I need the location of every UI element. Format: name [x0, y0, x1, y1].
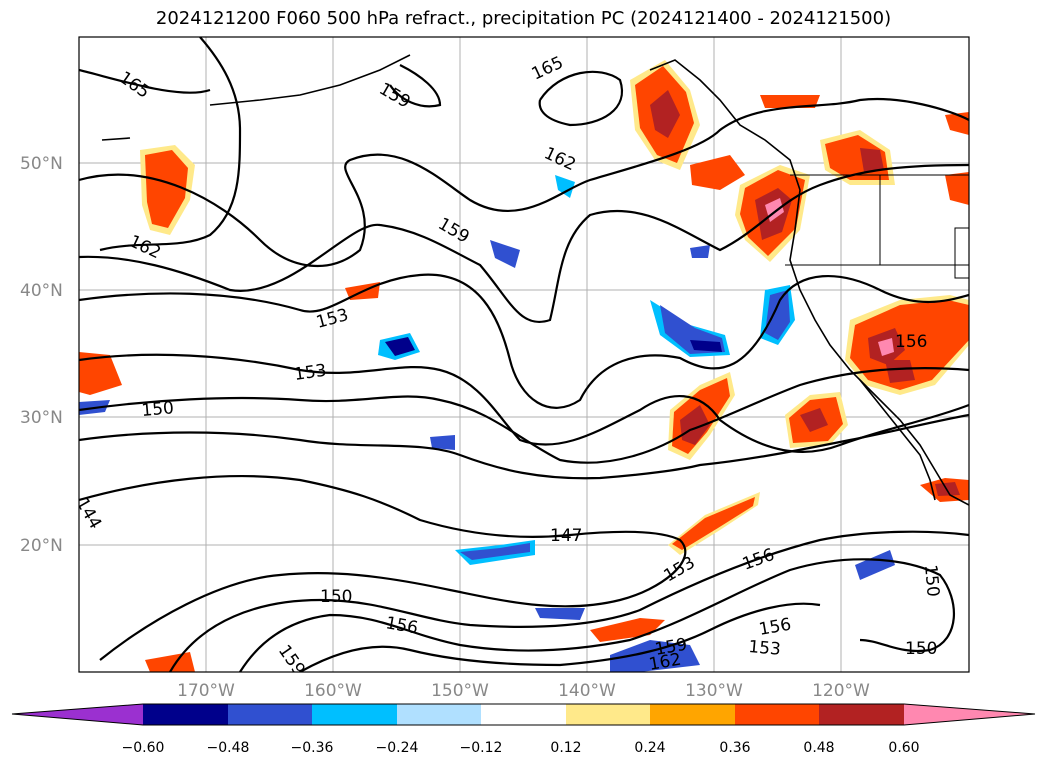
colorbar-segment [143, 704, 228, 725]
colorbar-segment [735, 704, 819, 725]
precip-blob-northeast [690, 95, 969, 205]
contour-label: 156 [895, 332, 927, 352]
colorbar-segment [650, 704, 735, 725]
precip-negative-areas [79, 175, 895, 672]
contour-label: 150 [141, 398, 175, 421]
colorbar-tick-label: 0.36 [719, 740, 750, 756]
precip-blob-tropical-band [79, 282, 760, 672]
map-panel [79, 37, 969, 672]
contour-label: 162 [647, 650, 682, 675]
lon-label: 130°W [685, 681, 743, 701]
colorbar-tick-label: −0.60 [122, 740, 165, 756]
colorbar-segment [397, 704, 481, 725]
lat-label: 50°N [20, 154, 63, 174]
colorbar-segment [566, 704, 650, 725]
precip-blob-gulf-alaska [630, 60, 700, 170]
colorbar-segment [312, 704, 397, 725]
precip-blob-neg-central [650, 300, 730, 357]
precip-blob-bc-coast [820, 130, 895, 185]
colorbar-segment [12, 704, 143, 725]
contour-label: 153 [748, 637, 782, 660]
latitude-labels: 50°N 40°N 30°N 20°N [20, 154, 63, 556]
precip-blob-neg-south [455, 540, 895, 672]
precip-blob-baja [920, 478, 969, 502]
lat-label: 40°N [20, 281, 63, 301]
precip-positive-areas [79, 60, 969, 672]
lon-label: 160°W [304, 681, 362, 701]
lat-label: 30°N [20, 408, 63, 428]
colorbar-tick-label: 0.48 [803, 740, 834, 756]
contour-label: 150 [920, 564, 943, 598]
colorbar-tick-label: −0.24 [376, 740, 419, 756]
colorbar-tick-label: 0.12 [550, 740, 581, 756]
lon-label: 150°W [431, 681, 489, 701]
map-frame [78, 36, 970, 673]
lon-label: 170°W [177, 681, 235, 701]
borders [785, 174, 969, 279]
contour-label: 153 [293, 361, 328, 385]
colorbar-tick-label: −0.36 [291, 740, 334, 756]
colorbar-outline [11, 703, 1036, 726]
lon-label: 140°W [558, 681, 616, 701]
contour-label: 147 [550, 526, 582, 546]
precip-blob-alaska-west [140, 145, 195, 235]
precip-blob-neg-west [378, 333, 420, 360]
contour-label: 150 [905, 639, 937, 659]
colorbar-ticks: −0.60 −0.48 −0.36 −0.24 −0.12 0.12 0.24 … [122, 740, 920, 756]
colorbar-segment [904, 704, 1035, 725]
colorbar-tick-label: 0.24 [634, 740, 665, 756]
colorbar: −0.60 −0.48 −0.36 −0.24 −0.12 0.12 0.24 … [11, 703, 1036, 756]
colorbar-tick-label: −0.12 [460, 740, 503, 756]
precip-blob-neg-coast [760, 285, 795, 345]
precip-blob-offshore-baja [785, 392, 848, 448]
colorbar-tick-label: 0.60 [888, 740, 919, 756]
refractivity-contours [79, 37, 969, 672]
lat-label: 20°N [20, 536, 63, 556]
precip-blob-central-pacific [668, 372, 735, 460]
colorbar-segment [228, 704, 312, 725]
colorbar-segment [819, 704, 904, 725]
lon-label: 120°W [812, 681, 870, 701]
map-title: 2024121200 F060 500 hPa refract., precip… [155, 8, 892, 29]
longitude-labels: 170°W 160°W 150°W 140°W 130°W 120°W [177, 681, 870, 701]
coastlines [101, 54, 969, 506]
colorbar-segment [481, 704, 566, 725]
colorbar-tick-label: −0.48 [207, 740, 250, 756]
contour-label: 150 [320, 587, 352, 607]
precip-blob-neg-north [79, 175, 710, 450]
